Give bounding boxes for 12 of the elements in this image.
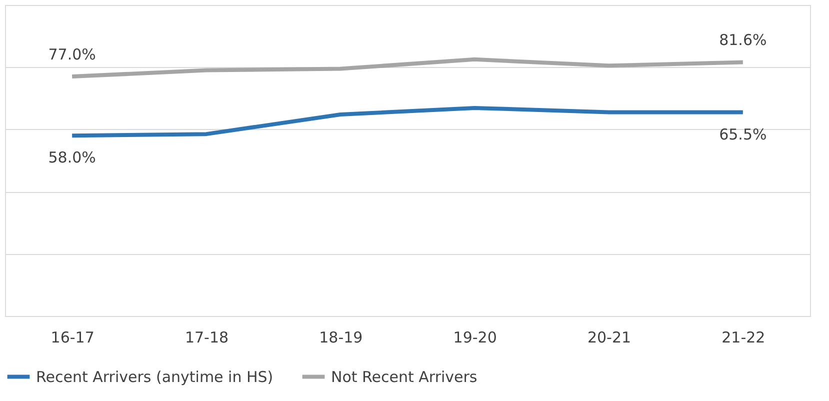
- legend-label: Not Recent Arrivers: [331, 368, 478, 386]
- x-tick-label: 21-22: [722, 328, 766, 346]
- x-tick-label: 18-19: [319, 328, 363, 346]
- x-tick-label: 17-18: [184, 328, 229, 346]
- x-tick-label: 19-20: [453, 328, 497, 346]
- x-tick-label: 20-21: [587, 328, 632, 346]
- data-label: 58.0%: [48, 148, 96, 167]
- data-label: 81.6%: [719, 31, 767, 50]
- legend-label: Recent Arrivers (anytime in HS): [36, 368, 274, 386]
- data-label: 77.0%: [48, 46, 96, 64]
- x-tick-label: 16-17: [50, 328, 94, 346]
- data-label: 65.5%: [719, 125, 767, 144]
